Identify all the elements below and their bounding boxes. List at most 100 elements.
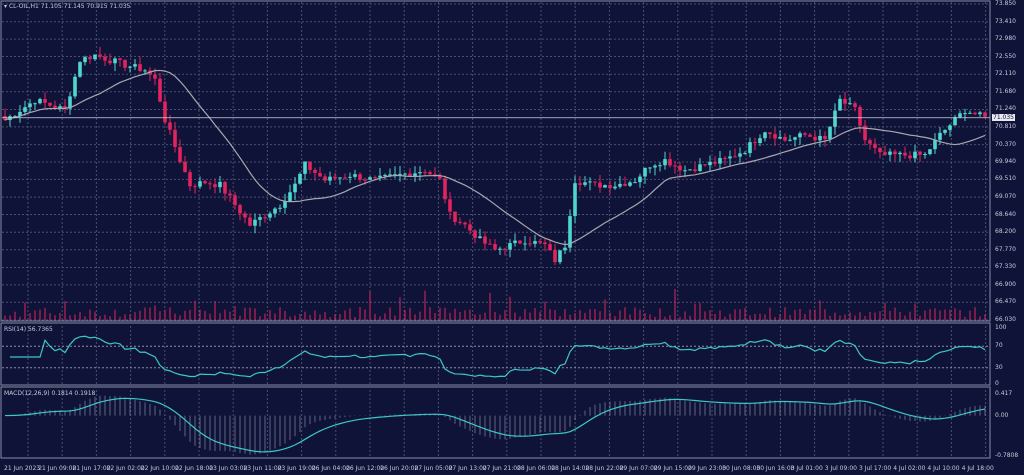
- candle-body: [593, 181, 597, 183]
- candle-body: [543, 242, 547, 245]
- time-tick-label: 21 Jun 2023: [4, 465, 41, 472]
- candle-body: [748, 142, 752, 153]
- candle-body: [883, 152, 887, 155]
- candle-body: [918, 151, 922, 155]
- candle-body: [433, 174, 437, 176]
- candle-body: [488, 243, 492, 245]
- macd-tick-label: -0.7808: [995, 452, 1019, 459]
- candle-body: [233, 195, 237, 206]
- candle-body: [138, 64, 142, 71]
- candle-body: [133, 64, 137, 67]
- collapse-triangle-icon[interactable]: ▾: [4, 3, 8, 10]
- candle-body: [728, 156, 732, 159]
- candle-body: [58, 106, 62, 109]
- candle-body: [83, 57, 87, 63]
- candle-body: [413, 173, 417, 177]
- candle-body: [833, 110, 837, 127]
- candle-body: [108, 60, 112, 64]
- rsi-tick-label: 70: [995, 342, 1003, 350]
- price-tick-label: 69.070: [995, 193, 1016, 201]
- candle-body: [103, 56, 107, 61]
- macd-tick-label: 0.00: [995, 411, 1009, 419]
- rsi-tick-label: 100: [995, 324, 1007, 331]
- candle-body: [298, 173, 302, 184]
- candle-body: [128, 66, 132, 68]
- candle-body: [398, 173, 402, 175]
- candle-body: [28, 103, 32, 108]
- time-tick-label: 22 Jun 02:00: [106, 465, 145, 472]
- time-tick-label: 4 Jul 02:00: [893, 465, 926, 472]
- candle-body: [53, 105, 57, 109]
- candle-body: [733, 156, 737, 158]
- candle-body: [878, 148, 882, 153]
- time-tick-label: 29 Jun 07:00: [619, 465, 658, 472]
- candle-body: [743, 152, 747, 154]
- candle-body: [663, 159, 667, 166]
- candle-body: [513, 240, 517, 244]
- candle-body: [603, 185, 607, 188]
- candle-body: [98, 54, 102, 57]
- time-tick-label: 23 Jun 11:00: [243, 465, 282, 472]
- current-price-tag: 71.035: [992, 113, 1015, 121]
- time-tick-label: 21 Jun 09:00: [38, 465, 77, 472]
- candle-body: [933, 139, 937, 150]
- candle-body: [763, 132, 767, 139]
- candle-body: [703, 164, 707, 166]
- time-tick-label: 27 Jun 21:00: [482, 465, 521, 472]
- candle-body: [343, 177, 347, 179]
- candle-body: [118, 58, 122, 60]
- candle-body: [328, 176, 332, 181]
- candle-body: [363, 179, 367, 181]
- candle-body: [948, 125, 952, 130]
- moving-average-line: [4, 69, 986, 246]
- rsi-line: [10, 335, 986, 378]
- candle-body: [248, 217, 252, 226]
- candle-body: [63, 106, 67, 109]
- candle-body: [913, 151, 917, 159]
- candle-body: [438, 175, 442, 179]
- candle-body: [283, 201, 287, 208]
- candle-body: [828, 126, 832, 140]
- candle-body: [273, 208, 277, 214]
- candle-body: [958, 113, 962, 118]
- candle-body: [523, 243, 527, 245]
- candle-body: [468, 224, 472, 231]
- candle-body: [383, 174, 387, 176]
- candle-body: [448, 199, 452, 212]
- candle-body: [153, 74, 157, 79]
- candle-body: [588, 181, 592, 183]
- time-tick-label: 29 Jun 23:00: [688, 465, 727, 472]
- macd-panel-frame: [0, 386, 991, 459]
- price-tick-label: 68.200: [995, 228, 1016, 236]
- candle-body: [198, 181, 202, 187]
- time-tick-label: 28 Jun 06:00: [517, 465, 556, 472]
- candle-body: [818, 135, 822, 141]
- candle-body: [423, 172, 427, 174]
- candle-body: [868, 140, 872, 144]
- macd-tick-label: 0.417: [995, 390, 1013, 397]
- candle-body: [928, 149, 932, 155]
- candle-body: [648, 167, 652, 169]
- candle-body: [723, 158, 727, 160]
- candle-body: [373, 177, 377, 179]
- candle-body: [393, 174, 397, 176]
- rsi-tick-label: 30: [995, 363, 1003, 371]
- candle-body: [163, 101, 167, 123]
- price-tick-label: 71.680: [995, 87, 1016, 95]
- candle-body: [33, 103, 37, 105]
- candle-body: [453, 211, 457, 222]
- candle-body: [268, 213, 272, 218]
- candle-body: [863, 125, 867, 141]
- candle-body: [798, 133, 802, 138]
- candle-body: [188, 172, 192, 187]
- candle-body: [698, 164, 702, 172]
- candle-body: [528, 243, 532, 245]
- candle-body: [683, 170, 687, 172]
- price-tick-label: 67.330: [995, 263, 1016, 271]
- symbol-header: ▾ CL-OIL,H1 71.105 71.145 70.915 71.035: [4, 3, 130, 10]
- time-tick-label: 21 Jun 17:00: [72, 465, 111, 472]
- time-tick-label: 22 Jun 10:00: [140, 465, 179, 472]
- candle-body: [13, 116, 17, 118]
